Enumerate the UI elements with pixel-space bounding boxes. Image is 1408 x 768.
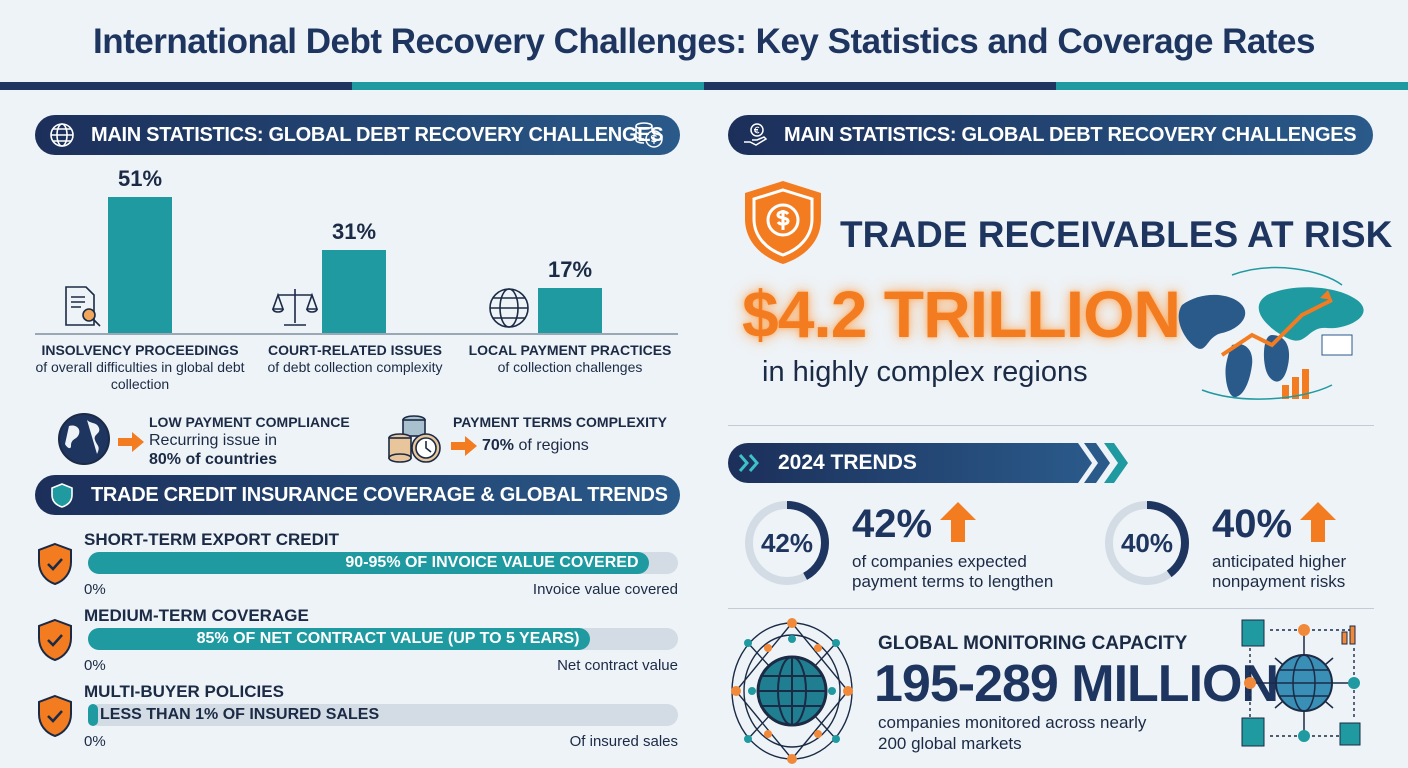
bar-category: LOCAL PAYMENT PRACTICES of collection cha… [460, 342, 680, 376]
bar [322, 250, 386, 333]
coverage-max-label: Net contract value [557, 657, 678, 674]
section-title: MAIN STATISTICS: GLOBAL DEBT RECOVERY CH… [91, 123, 664, 146]
bar [538, 287, 602, 333]
coverage-min: 0% [84, 581, 106, 598]
callout-text: 70% of regions [482, 437, 589, 455]
monitoring-desc: companies monitored across nearly [878, 713, 1147, 732]
arrow-up-icon [1300, 502, 1336, 542]
section-title: MAIN STATISTICS: GLOBAL DEBT RECOVERY CH… [784, 123, 1357, 146]
trends-banner [728, 443, 1128, 483]
coverage-progress-bar: 90-95% OF INVOICE VALUE COVERED [88, 552, 678, 574]
coverage-bar-text: 90-95% OF INVOICE VALUE COVERED [345, 554, 639, 571]
coverage-fill: 90-95% OF INVOICE VALUE COVERED [88, 552, 649, 574]
scales-of-justice-icon [272, 289, 318, 326]
network-globe-icon [731, 618, 853, 764]
trend-desc: of companies expected [852, 552, 1027, 571]
bar-value-label: 31% [331, 219, 377, 245]
callout-stat: 70% [482, 437, 515, 454]
divider [352, 82, 704, 90]
risk-subtitle: in highly complex regions [762, 356, 1088, 388]
world-map-chart-icon [1178, 266, 1364, 400]
coverage-max-label: Invoice value covered [532, 581, 678, 598]
globe-icon [489, 288, 529, 328]
coins-dollar-icon [635, 122, 663, 148]
bar-description: of overall difficulties in global debt c… [35, 359, 245, 392]
trends-title: 2024 TRENDS [778, 451, 917, 474]
shield-dollar-icon [745, 181, 821, 264]
section-title: TRADE CREDIT INSURANCE COVERAGE & GLOBAL… [91, 483, 668, 506]
coverage-min: 0% [84, 657, 106, 674]
bar-value-label: 17% [547, 256, 593, 282]
divider [728, 425, 1374, 426]
monitoring-title: GLOBAL MONITORING CAPACITY [878, 633, 1188, 654]
coins-clock-icon [388, 415, 441, 463]
connected-business-network-icon [1241, 619, 1361, 747]
divider [0, 82, 352, 90]
coverage-title: SHORT-TERM EXPORT CREDIT [84, 530, 340, 549]
section-header-insurance: TRADE CREDIT INSURANCE COVERAGE & GLOBAL… [35, 475, 680, 515]
world-globe-icon [58, 413, 110, 465]
document-magnifier-icon [65, 286, 101, 327]
coverage-bar-text: LESS THAN 1% OF INSURED SALES [100, 706, 380, 723]
shield-check-icon [38, 542, 72, 586]
bar [108, 197, 172, 333]
coverage-fill [88, 704, 98, 726]
coverage-progress-bar: LESS THAN 1% OF INSURED SALES [88, 704, 678, 726]
section-header-left: MAIN STATISTICS: GLOBAL DEBT RECOVERY CH… [35, 115, 680, 155]
coverage-progress-bar: 85% OF NET CONTRACT VALUE (UP TO 5 YEARS… [88, 628, 678, 650]
chart-baseline [35, 333, 678, 335]
arrow-right-icon [118, 432, 144, 452]
bar-category-label: LOCAL PAYMENT PRACTICES [468, 342, 672, 358]
arrow-right-icon [451, 436, 477, 456]
bar-value-label: 51% [117, 166, 163, 191]
monitoring-value: 195-289 MILLION [874, 655, 1279, 713]
coverage-title: MULTI-BUYER POLICIES [84, 682, 284, 701]
bar-description: of collection challenges [497, 359, 643, 375]
risk-title: TRADE RECEIVABLES AT RISK [840, 214, 1393, 255]
shield-check-icon [38, 618, 72, 662]
coverage-min: 0% [84, 733, 106, 750]
donut-label: 40% [1120, 528, 1174, 558]
trend-value: 42% [852, 502, 933, 546]
coverage-max-label: Of insured sales [569, 733, 678, 750]
arrow-up-icon [940, 502, 976, 542]
risk-amount: $4.2 TRILLION [742, 277, 1181, 351]
shield-check-icon [38, 694, 72, 738]
bar-category: COURT-RELATED ISSUES of debt collection c… [245, 342, 465, 376]
monitoring-desc: 200 global markets [878, 734, 1022, 753]
donut-gauge [745, 501, 829, 585]
globe-icon [50, 123, 74, 147]
shield-icon [51, 483, 73, 508]
callout-text: Recurring issue in [149, 432, 278, 449]
bar-category-label: INSOLVENCY PROCEEDINGS [41, 342, 239, 358]
coverage-bar-text: 85% OF NET CONTRACT VALUE (UP TO 5 YEARS… [196, 630, 580, 647]
coverage-title: MEDIUM-TERM COVERAGE [84, 606, 309, 625]
bar-description: of debt collection complexity [267, 359, 443, 375]
callout-stat: 80% of countries [149, 451, 278, 468]
donut-gauge [1105, 501, 1189, 585]
trend-value: 40% [1212, 502, 1293, 546]
bar-category-label: COURT-RELATED ISSUES [268, 342, 442, 358]
callout-title: PAYMENT TERMS COMPLEXITY [453, 414, 667, 430]
section-header-right: MAIN STATISTICS: GLOBAL DEBT RECOVERY CH… [728, 115, 1373, 155]
divider [704, 82, 1056, 90]
trend-desc: anticipated higher [1212, 552, 1347, 571]
divider [728, 608, 1374, 609]
bar-category: INSOLVENCY PROCEEDINGS of overall difficu… [30, 342, 250, 393]
trend-desc: payment terms to lengthen [852, 572, 1054, 591]
hand-coin-icon [744, 123, 768, 146]
callout-title: LOW PAYMENT COMPLIANCE [149, 414, 350, 430]
callout-text-rest: of regions [514, 437, 589, 454]
divider [1056, 82, 1408, 90]
coverage-fill: 85% OF NET CONTRACT VALUE (UP TO 5 YEARS… [88, 628, 590, 650]
trend-desc: nonpayment risks [1212, 572, 1346, 591]
donut-label: 42% [760, 528, 814, 558]
page-title: International Debt Recovery Challenges: … [93, 22, 1315, 61]
